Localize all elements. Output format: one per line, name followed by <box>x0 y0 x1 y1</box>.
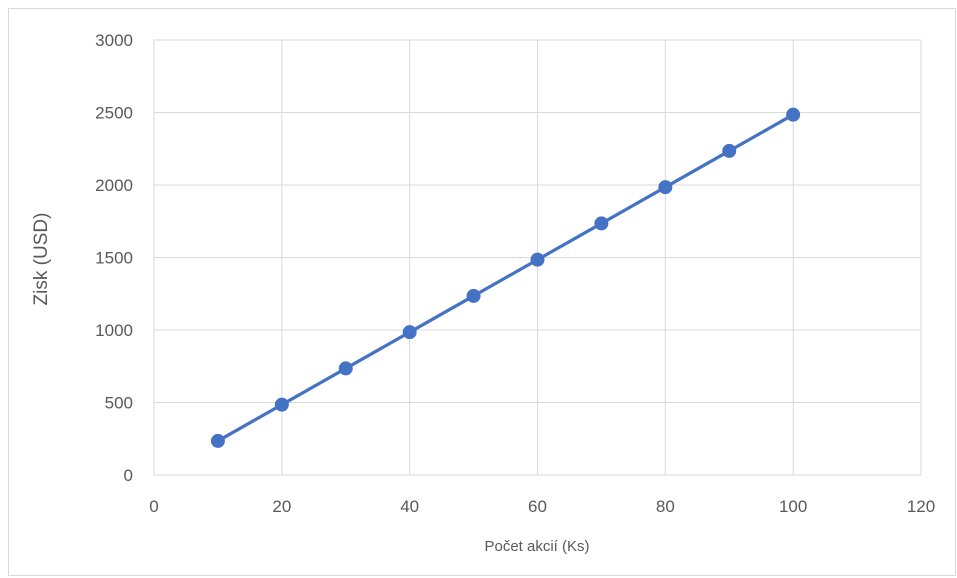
x-tick-labels: 0 20 40 60 80 100 120 <box>149 497 935 516</box>
data-point <box>658 180 673 195</box>
x-tick-label: 20 <box>272 497 291 516</box>
y-tick-label: 500 <box>105 394 133 413</box>
data-point <box>402 325 417 340</box>
y-tick-label: 1500 <box>95 249 133 268</box>
series-layer <box>216 113 795 443</box>
data-points <box>210 107 801 448</box>
y-tick-label: 2500 <box>95 104 133 123</box>
y-axis-title: Zisk (USD) <box>31 213 52 306</box>
series-line <box>216 113 795 443</box>
x-tick-label: 80 <box>656 497 675 516</box>
y-tick-label: 3000 <box>95 31 133 50</box>
y-tick-label: 0 <box>124 466 133 485</box>
y-tick-labels: 0 500 1000 1500 2000 2500 3000 <box>95 31 133 485</box>
data-point <box>722 143 737 158</box>
data-point <box>594 216 609 231</box>
x-tick-label: 60 <box>528 497 547 516</box>
x-tick-label: 40 <box>400 497 419 516</box>
data-point <box>530 252 545 267</box>
y-tick-label: 2000 <box>95 176 133 195</box>
x-tick-label: 0 <box>149 497 158 516</box>
x-tick-label: 100 <box>779 497 807 516</box>
x-axis-title: Počet akcií (Ks) <box>484 538 589 555</box>
data-point <box>466 288 481 303</box>
data-point <box>274 397 289 412</box>
x-tick-label: 120 <box>907 497 935 516</box>
data-point <box>338 361 353 376</box>
y-tick-label: 1000 <box>95 321 133 340</box>
data-point <box>210 433 225 448</box>
data-point <box>786 107 801 122</box>
